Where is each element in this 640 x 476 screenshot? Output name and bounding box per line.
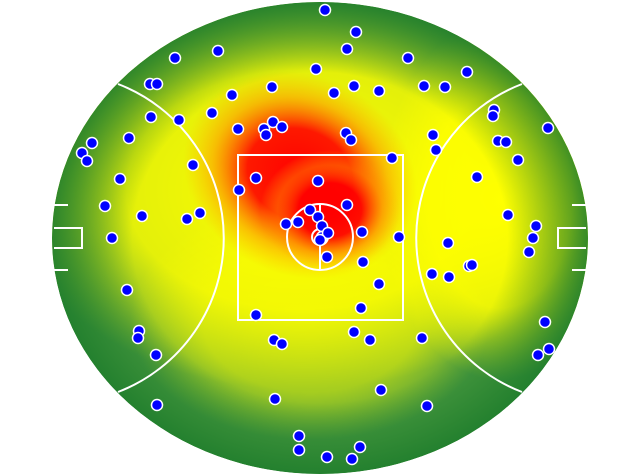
point [349, 25, 363, 39]
point [372, 84, 386, 98]
point [344, 133, 358, 147]
point [385, 151, 399, 165]
point [356, 255, 370, 269]
point [526, 231, 540, 245]
point [186, 158, 200, 172]
point [470, 170, 484, 184]
point [279, 217, 293, 231]
point [275, 337, 289, 351]
point [529, 219, 543, 233]
point [309, 62, 323, 76]
point [113, 172, 127, 186]
point [438, 80, 452, 94]
point [320, 250, 334, 264]
point [499, 135, 513, 149]
point [131, 331, 145, 345]
point [465, 258, 479, 272]
point [225, 88, 239, 102]
point [259, 128, 273, 142]
point [135, 209, 149, 223]
point [292, 429, 306, 443]
point [442, 270, 456, 284]
point [425, 267, 439, 281]
point [311, 174, 325, 188]
point [347, 325, 361, 339]
point [275, 120, 289, 134]
point [105, 231, 119, 245]
point [486, 109, 500, 123]
point [327, 86, 341, 100]
point [318, 3, 332, 17]
point [460, 65, 474, 79]
point [249, 171, 263, 185]
point [249, 308, 263, 322]
point [231, 122, 245, 136]
point [401, 51, 415, 65]
point [193, 206, 207, 220]
point [291, 215, 305, 229]
point [417, 79, 431, 93]
point [211, 44, 225, 58]
point [172, 113, 186, 127]
point [354, 301, 368, 315]
point [441, 236, 455, 250]
point [144, 110, 158, 124]
point [80, 154, 94, 168]
point [292, 443, 306, 457]
point [542, 342, 556, 356]
point [426, 128, 440, 142]
point [355, 225, 369, 239]
point [538, 315, 552, 329]
point [98, 199, 112, 213]
point [392, 230, 406, 244]
point [511, 153, 525, 167]
point [415, 331, 429, 345]
point [340, 198, 354, 212]
point [320, 450, 334, 464]
point [353, 440, 367, 454]
point [313, 233, 327, 247]
point [374, 383, 388, 397]
point [522, 245, 536, 259]
point [321, 226, 335, 240]
point [372, 277, 386, 291]
point [345, 452, 359, 466]
point [303, 203, 317, 217]
point [531, 348, 545, 362]
point [429, 143, 443, 157]
point [149, 348, 163, 362]
point [180, 212, 194, 226]
point [150, 77, 164, 91]
point [420, 399, 434, 413]
point [541, 121, 555, 135]
point [85, 136, 99, 150]
point [122, 131, 136, 145]
point [168, 51, 182, 65]
point [265, 80, 279, 94]
field-lines [54, 83, 586, 393]
point [347, 79, 361, 93]
point [150, 398, 164, 412]
point [501, 208, 515, 222]
point [205, 106, 219, 120]
points [75, 3, 556, 466]
point [268, 392, 282, 406]
point [120, 283, 134, 297]
point [232, 183, 246, 197]
point [363, 333, 377, 347]
point [340, 42, 354, 56]
